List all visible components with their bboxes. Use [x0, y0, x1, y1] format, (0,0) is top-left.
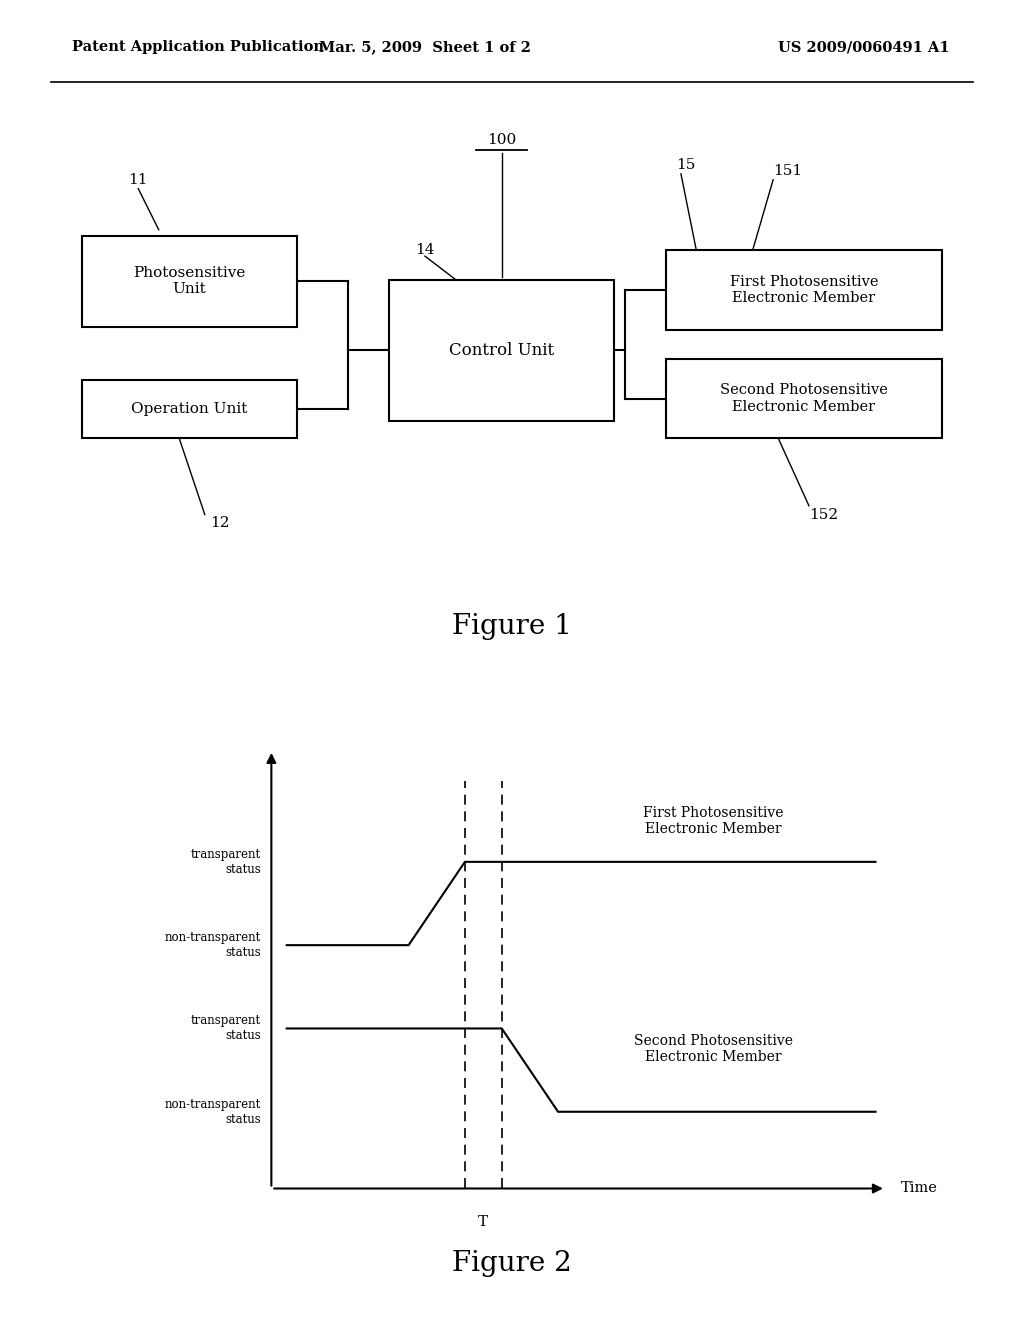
Text: Second Photosensitive
Electronic Member: Second Photosensitive Electronic Member [720, 384, 888, 413]
Text: 12: 12 [210, 516, 229, 531]
Text: Figure 1: Figure 1 [452, 612, 572, 640]
Bar [82, 380, 297, 438]
Text: 15: 15 [676, 158, 695, 172]
Text: Second Photosensitive
Electronic Member: Second Photosensitive Electronic Member [634, 1034, 794, 1064]
Text: transparent
status: transparent status [191, 1015, 261, 1043]
Text: T: T [478, 1214, 488, 1229]
Text: First Photosensitive
Electronic Member: First Photosensitive Electronic Member [643, 807, 784, 836]
Text: First Photosensitive
Electronic Member: First Photosensitive Electronic Member [729, 275, 879, 305]
Text: Figure 2: Figure 2 [453, 1250, 571, 1276]
Bar [666, 359, 942, 438]
Text: non-transparent
status: non-transparent status [165, 1098, 261, 1126]
Text: 152: 152 [809, 508, 838, 521]
Text: 100: 100 [487, 133, 516, 148]
Text: 14: 14 [415, 243, 434, 257]
Text: Patent Application Publication: Patent Application Publication [72, 40, 324, 54]
Text: 11: 11 [128, 173, 147, 187]
Text: non-transparent
status: non-transparent status [165, 931, 261, 960]
Bar [666, 251, 942, 330]
Text: Control Unit: Control Unit [450, 342, 554, 359]
Text: Mar. 5, 2009  Sheet 1 of 2: Mar. 5, 2009 Sheet 1 of 2 [318, 40, 531, 54]
Text: Photosensitive
Unit: Photosensitive Unit [133, 267, 246, 296]
Text: 151: 151 [773, 164, 802, 178]
Text: Time: Time [901, 1181, 938, 1196]
Text: US 2009/0060491 A1: US 2009/0060491 A1 [778, 40, 950, 54]
Bar [389, 280, 614, 421]
Text: Operation Unit: Operation Unit [131, 401, 248, 416]
Bar [82, 235, 297, 326]
Text: transparent
status: transparent status [191, 847, 261, 876]
